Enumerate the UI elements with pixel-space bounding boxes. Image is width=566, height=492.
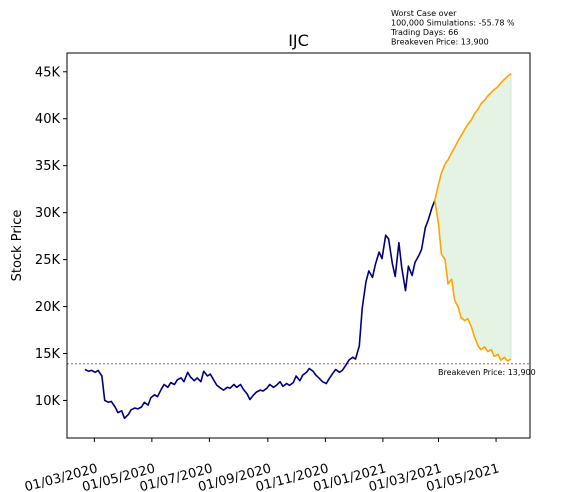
simulation-summary-line: Trading Days: 66 [390,28,458,37]
forecast-upper-line [434,73,512,201]
chart-title: IJC [288,31,309,50]
y-tick-label: 15K [35,347,61,362]
plot-area [67,73,530,420]
y-tick-label: 40K [35,112,61,127]
breakeven-label: Breakeven Price: 13,900 [438,368,536,377]
historical-price-line [84,200,436,420]
axes-frame [66,52,531,439]
y-tick-label: 35K [35,159,61,174]
forecast-lower-line [434,200,512,362]
y-tick-label: 20K [35,300,61,315]
y-tick-label: 30K [35,206,61,221]
annotation: Breakeven Price: 13,900 Worst Case over10… [390,9,536,377]
simulation-summary-line: Worst Case over [391,9,457,18]
y-tick-label: 10K [35,394,61,409]
y-tick-label: 25K [35,253,61,268]
simulation-summary-line: 100,000 Simulations: -55.78 % [391,19,515,28]
y-axis-label: Stock Price [10,210,25,282]
y-tick-label: 45K [35,65,61,80]
simulation-summary-line: Breakeven Price: 13,900 [391,38,489,47]
